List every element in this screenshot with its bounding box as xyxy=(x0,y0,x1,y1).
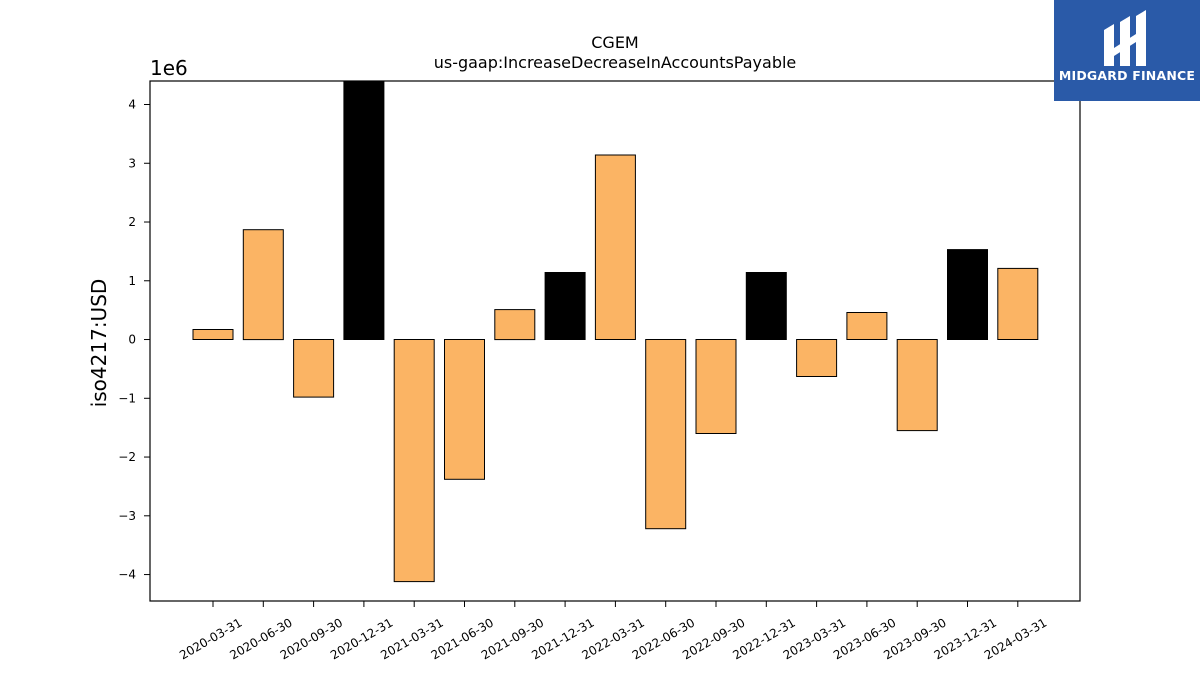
plot-frame xyxy=(149,80,1081,602)
bar-2023-06-30 xyxy=(846,312,888,340)
y-tick-label: −4 xyxy=(118,568,136,582)
bar-2022-03-31 xyxy=(594,154,636,340)
bar-2021-03-31 xyxy=(393,339,435,583)
bar-2020-03-31 xyxy=(192,329,234,340)
y-tick-label: −2 xyxy=(118,450,136,464)
bar-2023-12-31 xyxy=(947,249,988,341)
bar-2024-03-31 xyxy=(997,267,1039,340)
bars-group xyxy=(192,80,1039,583)
y-scale-label: 1e6 xyxy=(150,56,188,80)
bar-2022-12-31 xyxy=(745,272,787,340)
y-axis-label: iso4217:USD xyxy=(87,279,111,408)
bar-2021-09-30 xyxy=(494,309,536,341)
bar-2023-03-31 xyxy=(796,339,838,377)
bar-2020-09-30 xyxy=(293,339,335,398)
chart-title: CGEM xyxy=(591,33,638,52)
y-axis: −4 −3 −2 −1 0 1 2 3 4 xyxy=(118,98,150,582)
y-tick-label: 1 xyxy=(128,274,136,288)
y-tick-label: 0 xyxy=(128,333,136,347)
chart-subtitle: us-gaap:IncreaseDecreaseInAccountsPayabl… xyxy=(434,53,797,72)
bar-2021-12-31 xyxy=(544,272,586,340)
bar-2021-06-30 xyxy=(444,339,485,480)
bar-2023-09-30 xyxy=(896,339,938,432)
y-tick-label: −3 xyxy=(118,509,136,523)
bar-2022-06-30 xyxy=(645,339,687,530)
y-tick-label: 4 xyxy=(128,98,136,112)
bar-2022-09-30 xyxy=(695,339,737,434)
y-tick-label: −1 xyxy=(118,391,136,405)
midgard-finance-logo: MIDGARD FINANCE xyxy=(1054,0,1200,101)
bar-2020-12-31 xyxy=(343,80,385,340)
y-tick-label: 3 xyxy=(128,156,136,170)
y-tick-label: 2 xyxy=(128,215,136,229)
x-axis: 2020-03-312020-06-302020-09-302020-12-31… xyxy=(177,601,1049,662)
midgard-logo-icon xyxy=(1104,10,1146,66)
bar-2020-06-30 xyxy=(242,229,284,341)
logo-text: MIDGARD FINANCE xyxy=(1058,68,1196,83)
